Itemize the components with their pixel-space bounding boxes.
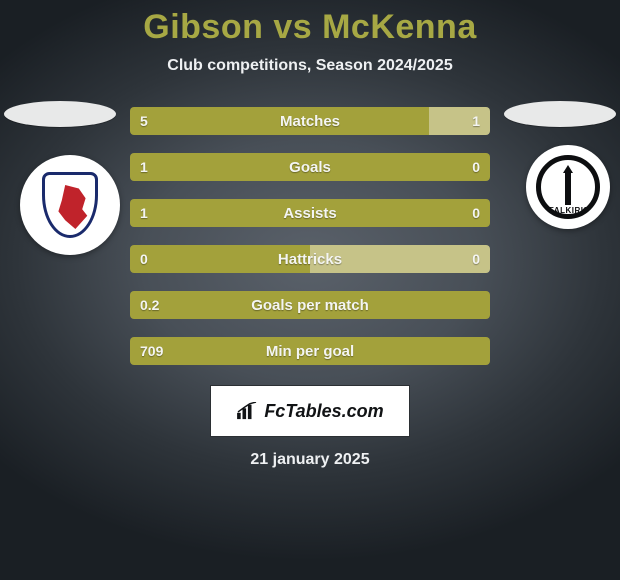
lion-icon	[55, 185, 89, 229]
stat-value-right: 0	[472, 205, 480, 221]
stat-bar: Matches5 1	[130, 107, 490, 135]
page-subtitle: Club competitions, Season 2024/2025	[167, 57, 452, 75]
stat-label: Goals	[130, 159, 490, 176]
stat-value-left: 1	[140, 205, 148, 221]
brand-badge: FcTables.com	[210, 385, 410, 437]
stat-label: Matches	[130, 113, 490, 130]
falkirk-icon: FALKIRK	[536, 155, 600, 219]
stat-bars: Matches51Goals10Assists10Hattricks00Goal…	[130, 107, 490, 365]
player-name-pill-right	[504, 101, 616, 127]
stat-value-left: 5	[140, 113, 148, 129]
stat-value-right: 0	[472, 159, 480, 175]
date-label: 21 january 2025	[250, 451, 369, 469]
stat-bar: Min per goal709	[130, 337, 490, 365]
stat-value-left: 0	[140, 251, 148, 267]
shield-icon	[42, 172, 98, 238]
stat-bar: Goals1 0	[130, 153, 490, 181]
stat-bar: Hattricks0 0	[130, 245, 490, 273]
stats-area: FALKIRK Matches51Goals10Assists10Hattric…	[0, 107, 620, 365]
stat-label: Min per goal	[130, 343, 490, 360]
stat-label: Assists	[130, 205, 490, 222]
chart-icon	[236, 402, 258, 420]
stat-value-left: 1	[140, 159, 148, 175]
stat-value-right: 1	[472, 113, 480, 129]
stat-label: Hattricks	[130, 251, 490, 268]
stat-bar: Assists1 0	[130, 199, 490, 227]
comparison-card: Gibson vs McKenna Club competitions, Sea…	[0, 0, 620, 580]
player-name-pill-left	[4, 101, 116, 127]
stat-value-left: 709	[140, 343, 163, 359]
stat-bar: Goals per match0.2	[130, 291, 490, 319]
club-crest-left	[20, 155, 120, 255]
club-crest-right: FALKIRK	[526, 145, 610, 229]
stat-value-right: 0	[472, 251, 480, 267]
crest-right-text: FALKIRK	[536, 206, 600, 215]
stat-value-left: 0.2	[140, 297, 159, 313]
page-title: Gibson vs McKenna	[143, 8, 476, 47]
brand-text: FcTables.com	[264, 401, 383, 422]
stat-label: Goals per match	[130, 297, 490, 314]
